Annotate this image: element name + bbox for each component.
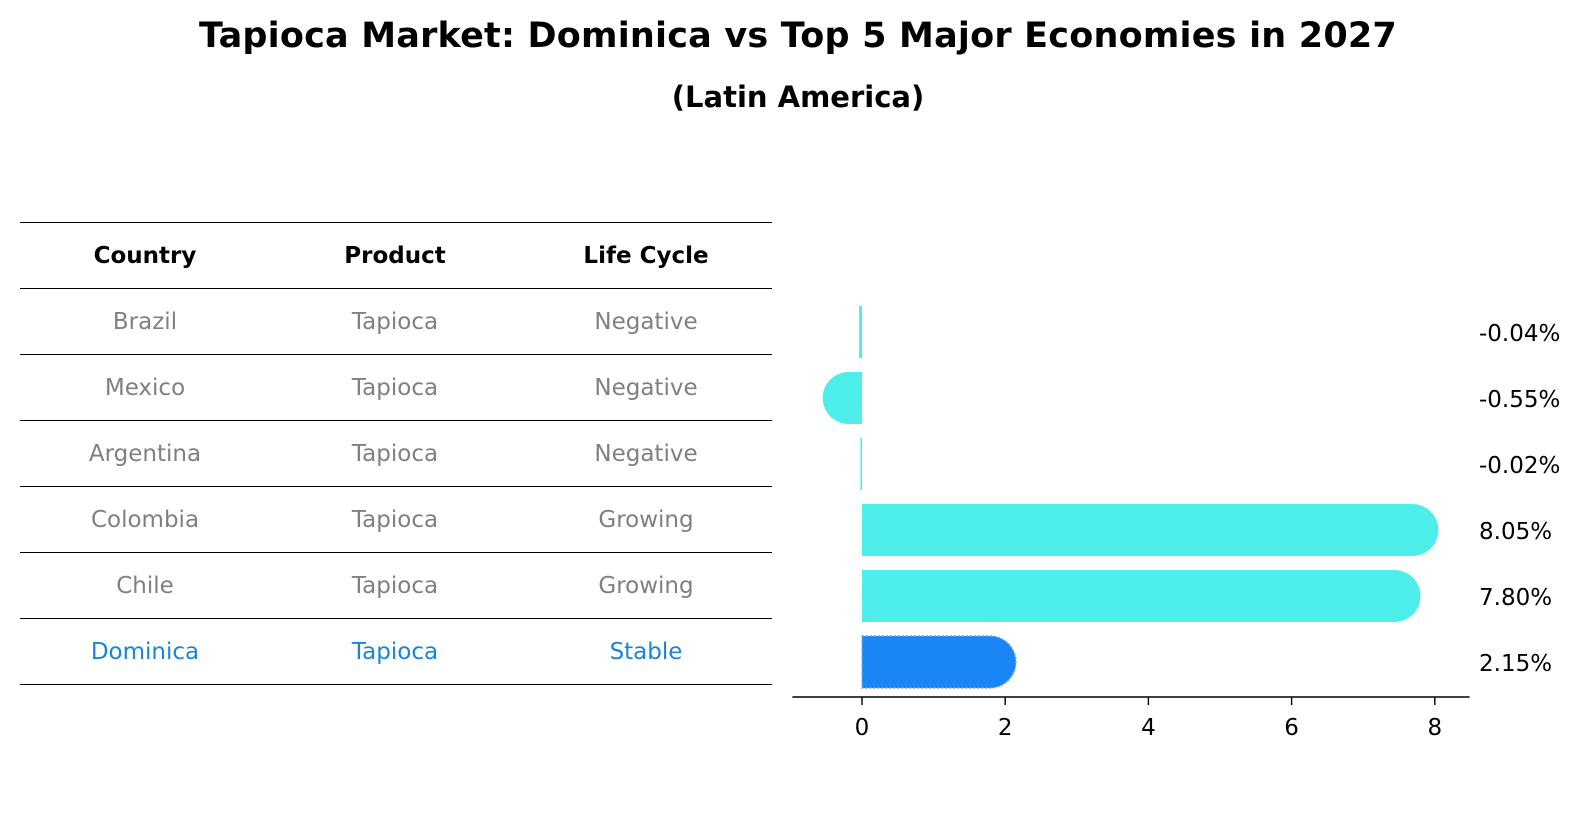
- product-cell: Tapioca: [351, 638, 439, 665]
- table-row: Chile Tapioca Growing: [20, 553, 772, 619]
- value-label: -0.55%: [1479, 387, 1560, 413]
- table-row: Colombia Tapioca Growing: [20, 487, 772, 553]
- life-cycle-cell: Negative: [594, 440, 698, 467]
- product-cell: Tapioca: [351, 440, 439, 467]
- chart-subtitle: (Latin America): [671, 80, 925, 114]
- life-cycle-cell: Stable: [609, 638, 683, 665]
- header-country: Country: [93, 242, 197, 269]
- country-cell: Mexico: [104, 374, 186, 401]
- table-header-row: Country Product Life Cycle: [20, 223, 772, 289]
- value-label: 2.15%: [1479, 651, 1552, 677]
- table-row: Mexico Tapioca Negative: [20, 355, 772, 421]
- country-cell: Argentina: [88, 440, 202, 467]
- bar-colombia: [862, 504, 1439, 556]
- country-cell: Brazil: [112, 308, 178, 335]
- bars-group: [822, 306, 1439, 689]
- x-tick-label: 0: [855, 715, 870, 741]
- table-row-highlighted: Dominica Tapioca Stable: [20, 619, 772, 685]
- x-tick-label: 6: [1284, 715, 1299, 741]
- value-label: -0.04%: [1479, 321, 1560, 347]
- header-product: Product: [344, 242, 446, 269]
- life-cycle-cell: Growing: [598, 572, 694, 599]
- bar-chile: [862, 570, 1421, 622]
- x-axis: 0 2 4 6 8: [792, 696, 1470, 741]
- value-label: 8.05%: [1479, 519, 1552, 545]
- product-cell: Tapioca: [351, 374, 439, 401]
- product-cell: Tapioca: [351, 572, 439, 599]
- bar-dominica: [862, 636, 1016, 688]
- x-tick-label: 8: [1427, 715, 1442, 741]
- life-cycle-cell: Negative: [594, 308, 698, 335]
- value-labels-group: -0.04% -0.55% -0.02% 8.05% 7.80% 2.15%: [1479, 321, 1560, 677]
- x-tick-label: 2: [998, 715, 1013, 741]
- value-label: -0.02%: [1479, 453, 1560, 479]
- value-label: 7.80%: [1479, 585, 1552, 611]
- market-table: Country Product Life Cycle Brazil Tapioc…: [20, 222, 772, 685]
- x-tick-label: 4: [1141, 715, 1156, 741]
- bar-argentina: [860, 438, 862, 490]
- country-cell: Colombia: [90, 506, 200, 533]
- bar-brazil: [859, 306, 862, 358]
- product-cell: Tapioca: [351, 506, 439, 533]
- table-row: Brazil Tapioca Negative: [20, 289, 772, 355]
- country-cell: Chile: [116, 572, 174, 599]
- header-life-cycle: Life Cycle: [583, 242, 709, 269]
- life-cycle-cell: Growing: [598, 506, 694, 533]
- chart-title: Tapioca Market: Dominica vs Top 5 Major …: [199, 16, 1397, 56]
- country-cell: Dominica: [90, 638, 200, 665]
- bar-highlight-outline: [861, 635, 1017, 689]
- product-cell: Tapioca: [351, 308, 439, 335]
- table-row: Argentina Tapioca Negative: [20, 421, 772, 487]
- bar-mexico: [822, 372, 862, 424]
- life-cycle-cell: Negative: [594, 374, 698, 401]
